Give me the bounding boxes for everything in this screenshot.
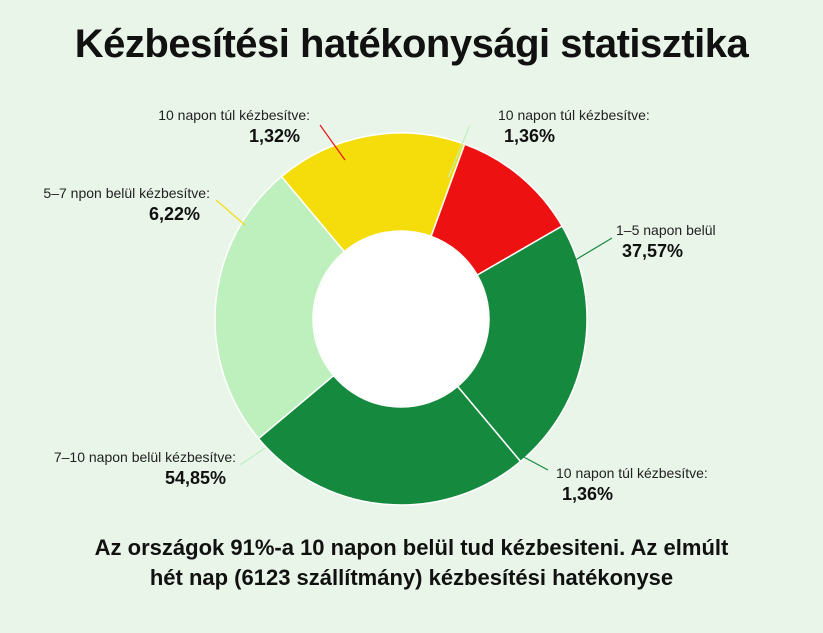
donut-slice [257, 374, 522, 506]
slice-label: 5–7 npon belül kézbesítve: [43, 185, 210, 201]
slice-label: 10 napon túl kézbesítve: [556, 465, 708, 481]
donut-slice [214, 175, 346, 440]
slice-value-label: 54,85% [165, 468, 226, 488]
footnote-line-2: hét nap (6123 szállítmány) kézbesítési h… [149, 565, 674, 590]
donut-hole [314, 232, 488, 406]
donut-slice [456, 224, 588, 463]
leader-line [519, 454, 549, 471]
slice-label: 10 napon túl kézbesítve: [158, 107, 310, 123]
slice-label: 1–5 napon belül [616, 222, 716, 238]
slice-value-label: 6,22% [149, 204, 200, 224]
leader-line [239, 447, 266, 466]
footnote-line-1: Az országok 91%-a 10 napon belül tud kéz… [94, 535, 729, 560]
slice-value-label: 1,32% [249, 126, 300, 146]
donut-slice [280, 132, 466, 253]
slice-value-label: 1,36% [562, 484, 613, 504]
footnote: Az országok 91%-a 10 napon belül tud kéz… [0, 533, 823, 593]
leader-line [447, 124, 471, 179]
leader-line [215, 199, 246, 226]
slice-label: 7–10 napon belül kézbesítve: [54, 449, 236, 465]
donut-slice [430, 143, 564, 277]
chart-title: Kézbesítési hatékonysági statisztika [74, 22, 749, 66]
slice-value-label: 37,57% [622, 241, 683, 261]
leader-line [571, 237, 613, 263]
leader-line [319, 124, 346, 161]
slice-value-label: 1,36% [504, 126, 555, 146]
slice-label: 10 napon túl kézbesítve: [498, 107, 650, 123]
